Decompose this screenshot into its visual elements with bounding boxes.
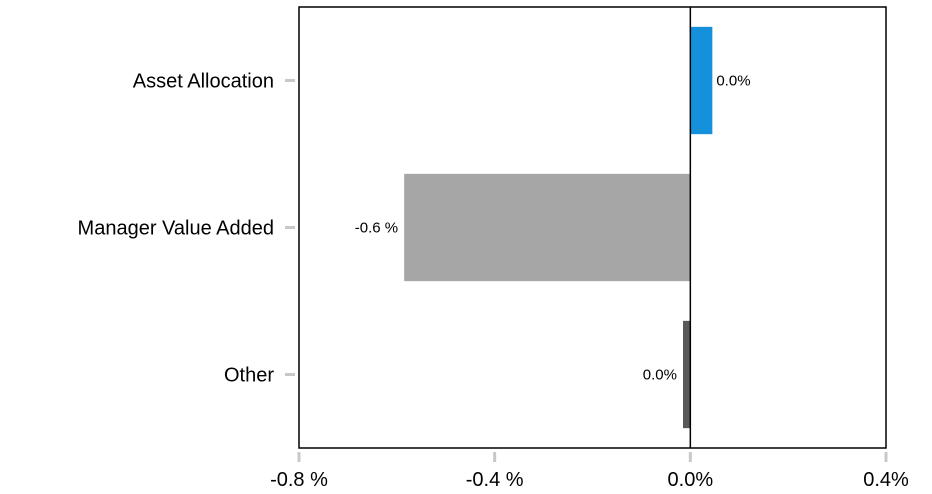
x-tick-label: -0.8 % [270, 469, 328, 491]
category-label-manager-value-added: Manager Value Added [78, 218, 274, 240]
x-tick-label: 0.4% [863, 469, 909, 491]
data-labels-group: 0.0% -0.6 % 0.0% [355, 73, 751, 384]
data-label-other: 0.0% [643, 367, 677, 384]
category-label-asset-allocation: Asset Allocation [133, 71, 274, 93]
bar-asset-allocation [690, 26, 713, 135]
bars-group [404, 26, 713, 429]
data-label-asset-allocation: 0.0% [716, 73, 750, 90]
category-ticks-group [285, 79, 295, 376]
x-axis-ticks-group: -0.8 % -0.4 % 0.0% 0.4% [270, 452, 909, 491]
x-tick-label: 0.0% [668, 469, 714, 491]
data-label-manager-value-added: -0.6 % [355, 220, 398, 237]
bar-manager-value-added [404, 173, 691, 282]
x-tick-label: -0.4 % [466, 469, 524, 491]
bar-other [682, 320, 691, 429]
category-label-other: Other [224, 365, 274, 387]
category-labels-group: Asset Allocation Manager Value Added Other [78, 71, 275, 387]
